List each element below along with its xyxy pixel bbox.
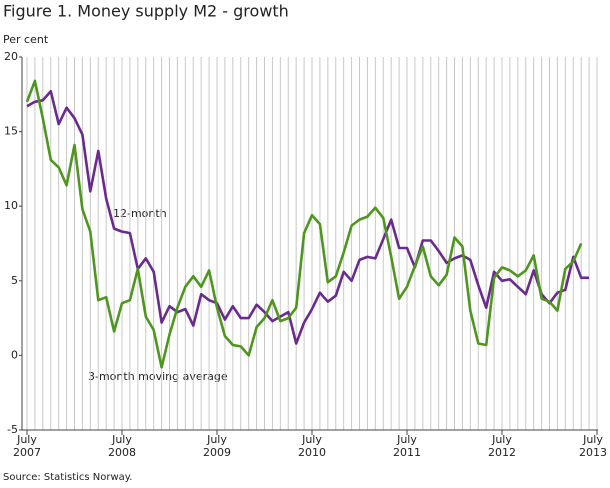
y-tick-label: 5 — [11, 274, 18, 287]
line-series — [26, 90, 590, 345]
annotation: 3-month moving average — [88, 370, 228, 383]
x-tick-label: July 2012 — [488, 433, 516, 459]
y-tick-label: 15 — [4, 125, 18, 138]
x-tick-label: July 2010 — [298, 433, 326, 459]
x-tick-label: July 2007 — [13, 433, 41, 459]
line-series — [25, 79, 583, 369]
y-tick-label: -5 — [7, 423, 18, 436]
x-tick-label: July 2009 — [203, 433, 231, 459]
y-axis-label: Per cent — [3, 33, 49, 46]
y-tick-label: 10 — [4, 199, 18, 212]
x-tick-label: July 2008 — [108, 433, 136, 459]
x-tick-label: July 2011 — [393, 433, 421, 459]
chart-title: Figure 1. Money supply M2 - growth — [3, 2, 289, 21]
y-tick-label: 0 — [11, 348, 18, 361]
source: Source: Statistics Norway. — [3, 472, 132, 483]
y-tick-label: 20 — [4, 50, 18, 63]
x-tick-label: July 2013 — [579, 433, 607, 459]
annotation: 12-month — [113, 207, 167, 220]
